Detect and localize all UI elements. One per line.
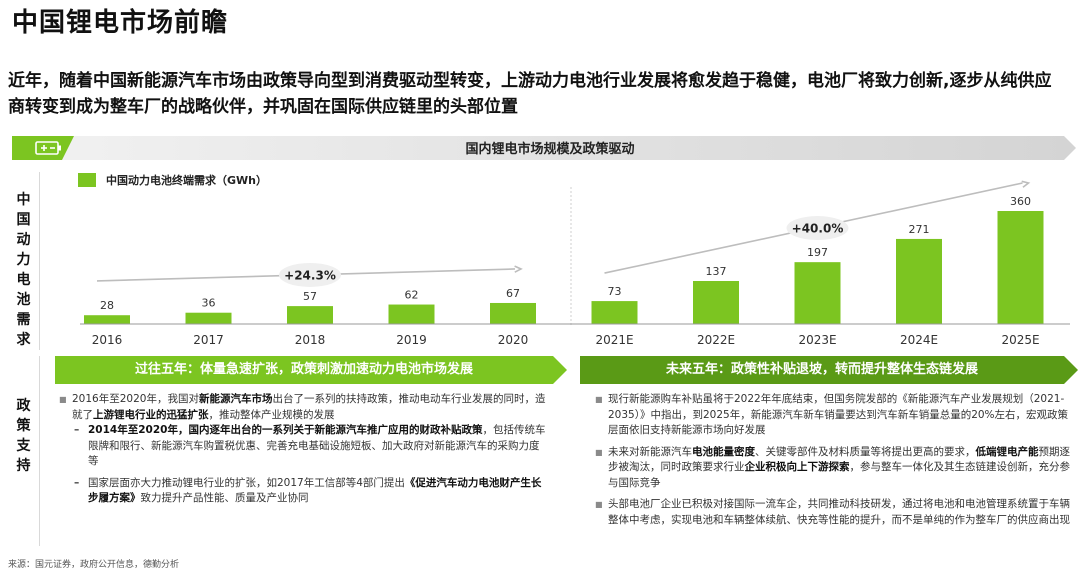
page-title: 中国锂电市场前瞻: [12, 8, 229, 38]
category-label: 2022E: [697, 333, 735, 347]
growth-arrow-head: [514, 265, 523, 273]
lb1-mid: 出台了一系列的扶持政策，推动电动车行业发展的同时，造就了: [72, 393, 546, 421]
bar-2025E: [997, 211, 1044, 324]
growth-arrow-head: [1021, 180, 1031, 188]
left-sub-bullet-2: 国家层面亦大力推动锂电行业的扩张，如2017年工信部等4部门提出《促进汽车动力电…: [74, 476, 548, 507]
ls2-post: 致力提升产品性能、质量及产业协同: [140, 492, 309, 504]
category-label: 2023E: [798, 333, 836, 347]
side-label-policy: 政策支持: [8, 356, 40, 546]
category-label: 2025E: [1001, 333, 1039, 347]
bar-2021E: [591, 301, 638, 324]
growth-label: +40.0%: [792, 222, 844, 236]
chart-plot: 28 2016 36 2017 57 2018 62 2019 67 2020 73 2021E 137…: [80, 180, 1070, 347]
bar-value-label: 67: [506, 287, 520, 300]
bar-2022E: [693, 280, 739, 324]
lb1-pre: 2016年至2020年，我国对: [72, 393, 199, 405]
banner-title: 国内锂电市场规模及政策驱动: [465, 142, 635, 157]
growth-badge: [279, 262, 341, 287]
bar-value-label: 73: [608, 285, 622, 298]
ls1-text: ，包括传统车限牌和限行、新能源汽车购置税优惠、完善充电基础设施短板、加大政府对新…: [88, 424, 546, 467]
category-label: 2020: [498, 333, 529, 347]
category-label: 2019: [396, 333, 427, 347]
bar-2023E: [794, 262, 841, 324]
category-label: 2021E: [595, 333, 633, 347]
left-panel-body: 2016年至2020年，我国对新能源汽车市场出台了一系列的扶持政策，推动电动车行…: [58, 392, 548, 513]
bar-value-label: 28: [100, 299, 114, 312]
demand-bar-chart: 中国动力电池终端需求（GWh） 28 2016 36 2017 57 2018 62 2019…: [78, 173, 1070, 347]
bar-2016: [84, 315, 130, 324]
category-label: 2016: [92, 333, 123, 347]
left-panel-header: 过往五年：体量急速扩张，政策刺激加速动力电池市场发展: [134, 362, 473, 377]
section-banner: [12, 136, 1076, 160]
right-bullet-1: 现行新能源购车补贴虽将于2022年年底结束，但国务院发部的《新能源汽车产业发展规…: [595, 392, 1074, 439]
bar-value-label: 57: [303, 290, 317, 303]
side-label-chart: 中国动力电池需求: [8, 172, 40, 350]
left-panel-header-shape: [55, 356, 567, 384]
category-label: 2017: [193, 333, 224, 347]
ls2-pre: 国家层面亦大力推动锂电行业的扩张，如2017年工信部等4部门提出: [88, 476, 405, 489]
rb2-p4: ，参与整车一体化及其生态链建设创新，充分参与国际竞争: [608, 461, 1070, 489]
category-label: 2024E: [900, 333, 938, 347]
rb2-p2: 、关键零部件及材料质量等将提出更高的要求，: [755, 445, 976, 458]
legend-swatch: [78, 173, 96, 187]
rb2-b1: 电池能量密度: [692, 445, 755, 458]
bar-value-label: 360: [1010, 195, 1031, 208]
bar-value-label: 62: [405, 289, 419, 302]
rb2-b2: 低端锂电产能: [975, 445, 1039, 458]
growth-badge: [786, 216, 849, 241]
rb2-p3: 预期逐步被淘汰，同时政策要求行业: [608, 445, 1070, 474]
bar-value-label: 137: [706, 265, 727, 278]
ls2-bold: 《促进汽车动力电池财产生长步履方案》: [88, 476, 542, 505]
right-panel-body: 现行新能源购车补贴虽将于2022年年底结束，但国务院发部的《新能源汽车产业发展规…: [594, 392, 1074, 534]
left-bullet-1: 2016年至2020年，我国对新能源汽车市场出台了一系列的扶持政策，推动电动车行…: [59, 392, 548, 507]
rb2-b3: 企业积极向上下游探索: [744, 461, 850, 473]
bar-2020: [490, 302, 536, 324]
growth-label: +24.3%: [284, 268, 336, 282]
bar-2024E: [896, 238, 942, 324]
bar-value-label: 36: [202, 297, 216, 310]
right-bullet-2: 未来对新能源汽车电池能量密度、关键零部件及材料质量等将提出更高的要求，低端锂电产…: [595, 445, 1074, 492]
bar-value-label: 271: [909, 223, 930, 236]
bar-2018: [287, 306, 333, 324]
side-label-policy-text: 政策支持: [16, 398, 31, 474]
chart-legend: 中国动力电池终端需求（GWh）: [78, 173, 267, 187]
left-sub-bullet-1: 2014年至2020年，国内逐年出台的一系列关于新能源汽车推广应用的财政补贴政策…: [74, 423, 548, 470]
bar-value-label: 197: [807, 246, 828, 259]
ls1-bold: 2014年至2020年，国内逐年出台的一系列关于新能源汽车推广应用的财政补贴政策: [88, 424, 483, 436]
page-subtitle: 近年，随着中国新能源汽车市场由政策导向型到消费驱动型转变，上游动力电池行业发展将…: [8, 71, 1052, 117]
side-label-chart-text: 中国动力电池需求: [16, 192, 31, 348]
bar-2017: [185, 312, 232, 324]
lb1-post: ，推动整体产业规模的发展: [208, 408, 335, 421]
right-bullet-3: 头部电池厂企业已积极对接国际一流车企，共同推动科技研发，通过将电池和电池管理系统…: [595, 497, 1074, 528]
rb2-p1: 未来对新能源汽车: [608, 445, 692, 458]
right-panel-header-shape: [580, 356, 1078, 384]
category-label: 2018: [295, 333, 326, 347]
legend-label: 中国动力电池终端需求（GWh）: [106, 173, 267, 187]
lb1-b2: 上游锂电行业的迅猛扩张: [93, 408, 209, 421]
bar-2019: [388, 304, 435, 324]
right-panel-header: 未来五年：政策性补贴退坡，转而提升整体生态链发展: [665, 362, 978, 377]
battery-icon: [35, 141, 61, 155]
source-note: 来源：国元证券，政府公开信息，德勤分析: [8, 560, 180, 570]
lb1-b1: 新能源汽车市场: [198, 393, 273, 405]
